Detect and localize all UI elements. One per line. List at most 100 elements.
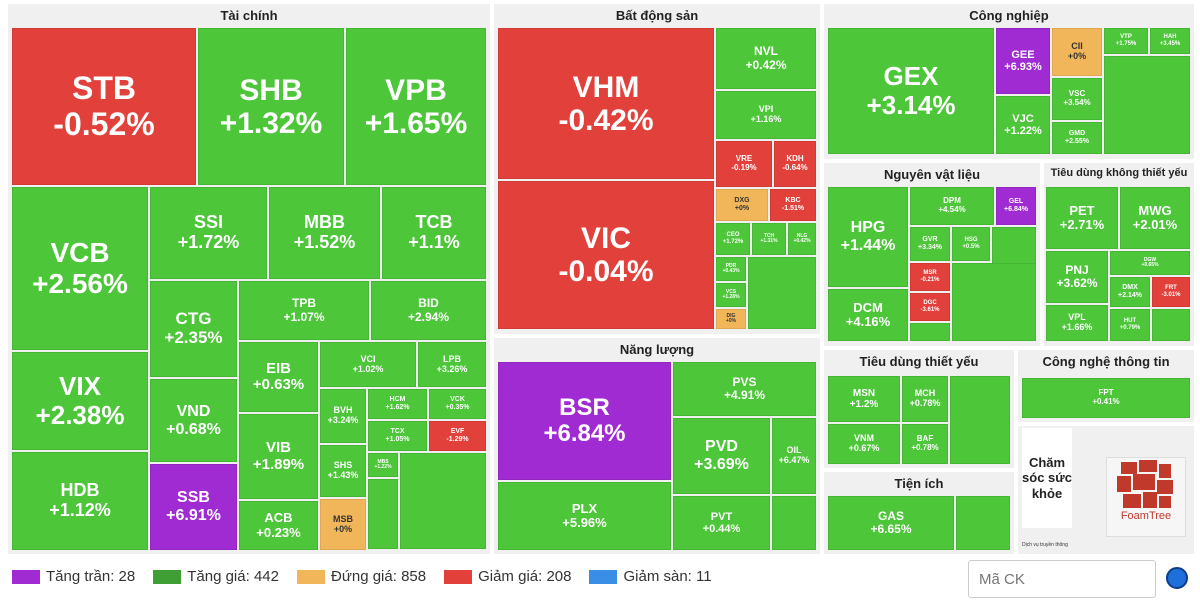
tile-nvl[interactable]: NVL +0.42%	[716, 28, 816, 89]
tile-bsr[interactable]: BSR +6.84%	[498, 362, 671, 480]
tile-shb[interactable]: SHB +1.32%	[198, 28, 344, 185]
tile-hah[interactable]: HAH +3.45%	[1150, 28, 1190, 54]
tile-gex[interactable]: GEX +3.14%	[828, 28, 994, 154]
tile-small-energy-group	[772, 496, 816, 550]
legend-up: Tăng giá: 442	[153, 568, 279, 585]
credit-text: Dịch vụ truyền thông	[1022, 542, 1068, 548]
tile-shs[interactable]: SHS +1.43%	[320, 445, 366, 497]
tile-tch[interactable]: TCH +1.31%	[752, 223, 786, 255]
tile-vck[interactable]: VCK +0.35%	[429, 389, 486, 419]
tile-small-industry-group	[1104, 56, 1190, 154]
tile-vix[interactable]: VIX +2.38%	[12, 352, 148, 450]
tile-vsc[interactable]: VSC +3.54%	[1052, 78, 1102, 120]
tile-vpi[interactable]: VPI +1.16%	[716, 91, 816, 139]
tile-gmd[interactable]: GMD +2.55%	[1052, 122, 1102, 154]
sector-title: Tiêu dùng không thiết yếu	[1050, 167, 1188, 179]
tile-hcm[interactable]: HCM +1.62%	[368, 389, 427, 419]
tile-stb[interactable]: STB -0.52%	[12, 28, 196, 185]
tile-kdh[interactable]: KDH -0.64%	[774, 141, 816, 187]
legend: Tăng trần: 28 Tăng giá: 442 Đứng giá: 85…	[12, 568, 712, 585]
tile-gas[interactable]: GAS +6.65%	[828, 496, 954, 550]
tile-fpt[interactable]: FPT +0.41%	[1022, 378, 1190, 418]
tile-ceo[interactable]: CEO +1.72%	[716, 223, 750, 255]
tile-frt[interactable]: FRT -3.01%	[1152, 277, 1190, 307]
tile-vjc[interactable]: VJC +1.22%	[996, 96, 1050, 154]
tile-dgw[interactable]: DGW +0.65%	[1110, 251, 1190, 275]
tile-pdr[interactable]: PDR +0.43%	[716, 257, 746, 281]
legend-down: Giảm giá: 208	[444, 568, 571, 585]
tile-nlg[interactable]: NLG +0.42%	[788, 223, 816, 255]
tile-vpl[interactable]: VPL +1.66%	[1046, 305, 1108, 341]
tile-ctg[interactable]: CTG +2.35%	[150, 281, 237, 377]
tile-pvt[interactable]: PVT +0.44%	[673, 496, 770, 550]
tile-hsg[interactable]: HSG +0.5%	[952, 227, 990, 261]
sector-title: Tiêu dùng thiết yếu	[859, 354, 979, 369]
tile-cii[interactable]: CII +0%	[1052, 28, 1102, 76]
tile-vhm[interactable]: VHM -0.42%	[498, 28, 714, 179]
tile-tcb[interactable]: TCB +1.1%	[382, 187, 486, 279]
tile-dmx[interactable]: DMX +2.14%	[1110, 277, 1150, 307]
legend-floor: Giảm sàn: 11	[589, 568, 712, 585]
tile-ssb[interactable]: SSB +6.91%	[150, 464, 237, 550]
tile-vnm[interactable]: VNM +0.67%	[828, 424, 900, 464]
tile-small-utilities-group	[956, 496, 1010, 550]
tile-kbc[interactable]: KBC -1.51%	[770, 189, 816, 221]
tile-dxg[interactable]: DXG +0%	[716, 189, 768, 221]
tile-dgc[interactable]: DGC -3.61%	[910, 293, 950, 321]
tile-vci[interactable]: VCI +1.02%	[320, 342, 416, 387]
tile-pvd[interactable]: PVD +3.69%	[673, 418, 770, 494]
tile-tpb[interactable]: TPB +1.07%	[239, 281, 369, 340]
sector-title: Tài chính	[220, 8, 278, 23]
tile-pet[interactable]: PET +2.71%	[1046, 187, 1118, 249]
tile-evf[interactable]: EVF -1.29%	[429, 421, 486, 451]
tile-pvs[interactable]: PVS +4.91%	[673, 362, 816, 416]
tile-lpb[interactable]: LPB +3.26%	[418, 342, 486, 387]
tile-gel[interactable]: GEL +6.84%	[996, 187, 1036, 225]
tile-mbb[interactable]: MBB +1.52%	[269, 187, 380, 279]
tile-vtp[interactable]: VTP +1.75%	[1104, 28, 1148, 54]
tile-vpb[interactable]: VPB +1.65%	[346, 28, 486, 185]
tile-tcx[interactable]: TCX +1.05%	[368, 421, 427, 451]
tile-pnj[interactable]: PNJ +3.62%	[1046, 251, 1108, 303]
legend-swatch	[153, 569, 182, 584]
tile-msn[interactable]: MSN +1.2%	[828, 376, 900, 422]
tile-bid[interactable]: BID +2.94%	[371, 281, 486, 340]
legend-swatch	[296, 569, 325, 584]
tile-oil[interactable]: OIL +6.47%	[772, 418, 816, 494]
tile-mwg[interactable]: MWG +2.01%	[1120, 187, 1190, 249]
tile-hpg[interactable]: HPG +1.44%	[828, 187, 908, 287]
tile-acb[interactable]: ACB +0.23%	[239, 501, 318, 550]
tile-plx[interactable]: PLX +5.96%	[498, 482, 671, 550]
tile-hdb[interactable]: HDB +1.12%	[12, 452, 148, 550]
tile-gvr[interactable]: GVR +3.34%	[910, 227, 950, 261]
tile-vcs[interactable]: VCS +1.28%	[716, 283, 746, 307]
globe-icon[interactable]	[1166, 567, 1188, 589]
tile-vib[interactable]: VIB +1.89%	[239, 414, 318, 499]
tile-small-materials-group-3	[910, 323, 950, 341]
tile-bvh[interactable]: BVH +3.24%	[320, 389, 366, 443]
tile-baf[interactable]: BAF +0.78%	[902, 424, 948, 464]
tile-vcb[interactable]: VCB +2.56%	[12, 187, 148, 350]
tile-mbs[interactable]: MBS +1.22%	[368, 453, 398, 477]
tile-dpm[interactable]: DPM +4.54%	[910, 187, 994, 225]
tile-eib[interactable]: EIB +0.63%	[239, 342, 318, 412]
tile-dig[interactable]: DIG +0%	[716, 309, 746, 329]
tile-ssi[interactable]: SSI +1.72%	[150, 187, 267, 279]
legend-swatch	[444, 569, 473, 584]
legend-swatch	[12, 569, 40, 584]
tile-mch[interactable]: MCH +0.78%	[902, 376, 948, 422]
sector-title: Công nghiệp	[969, 8, 1049, 23]
tile-msb[interactable]: MSB +0%	[320, 499, 366, 550]
stock-search-input[interactable]	[968, 560, 1156, 598]
tile-small-staples-group	[950, 376, 1010, 464]
tile-vic[interactable]: VIC -0.04%	[498, 181, 714, 329]
sector-title: Nguyên vật liệu	[883, 167, 981, 182]
sector-title: Tiện ích	[894, 476, 944, 491]
tile-hut[interactable]: HUT +0.79%	[1110, 309, 1150, 341]
tile-vre[interactable]: VRE -0.19%	[716, 141, 772, 187]
tile-gee[interactable]: GEE +6.93%	[996, 28, 1050, 94]
tile-msr[interactable]: MSR -0.21%	[910, 263, 950, 291]
tile-vnd[interactable]: VND +0.68%	[150, 379, 237, 462]
tile-dcm[interactable]: DCM +4.16%	[828, 289, 908, 341]
tile-small-consumer-group	[1152, 309, 1190, 341]
